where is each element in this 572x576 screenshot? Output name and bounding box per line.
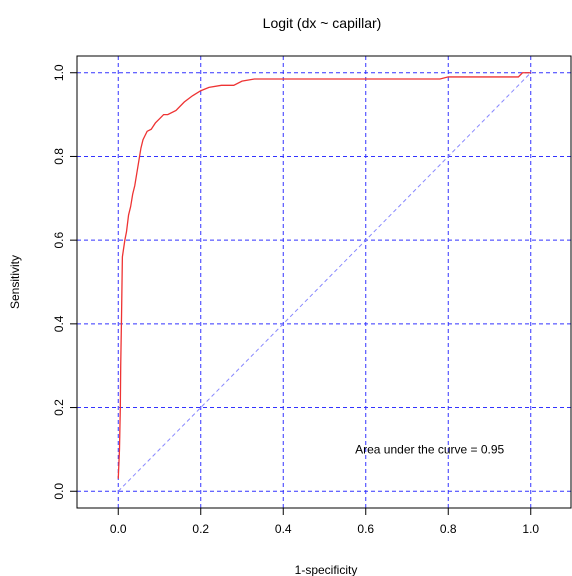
y-tick-label-1: 0.2 [52, 399, 66, 416]
auc-annotation: Area under the curve = 0.95 [355, 442, 504, 456]
y-tick-label-0: 0.0 [52, 483, 66, 500]
diagonal-reference-line [117, 72, 532, 492]
y-axis: 0.0 0.2 0.4 0.6 0.8 1.0 [52, 64, 77, 500]
x-tick-label-3: 0.6 [357, 522, 374, 536]
y-tick-label-4: 0.8 [52, 148, 66, 165]
reference-line-layer [117, 72, 532, 492]
x-tick-label-1: 0.2 [192, 522, 209, 536]
x-tick-label-4: 0.8 [440, 522, 457, 536]
x-tick-label-0: 0.0 [110, 522, 127, 536]
y-tick-label-2: 0.4 [52, 315, 66, 332]
chart-title: Logit (dx ~ capillar) [263, 15, 382, 31]
x-tick-label-5: 1.0 [522, 522, 539, 536]
y-tick-label-5: 1.0 [52, 64, 66, 81]
x-axis: 0.0 0.2 0.4 0.6 0.8 1.0 [110, 508, 539, 536]
y-axis-label: Sensitivity [8, 255, 22, 309]
roc-curve-layer [117, 72, 531, 479]
grid-layer [77, 56, 572, 508]
y-tick-label-3: 0.6 [52, 231, 66, 248]
roc-curve-line [117, 72, 531, 479]
x-tick-label-2: 0.4 [275, 522, 292, 536]
x-axis-label: 1-specificity [295, 563, 358, 576]
plot-frame [76, 55, 572, 509]
